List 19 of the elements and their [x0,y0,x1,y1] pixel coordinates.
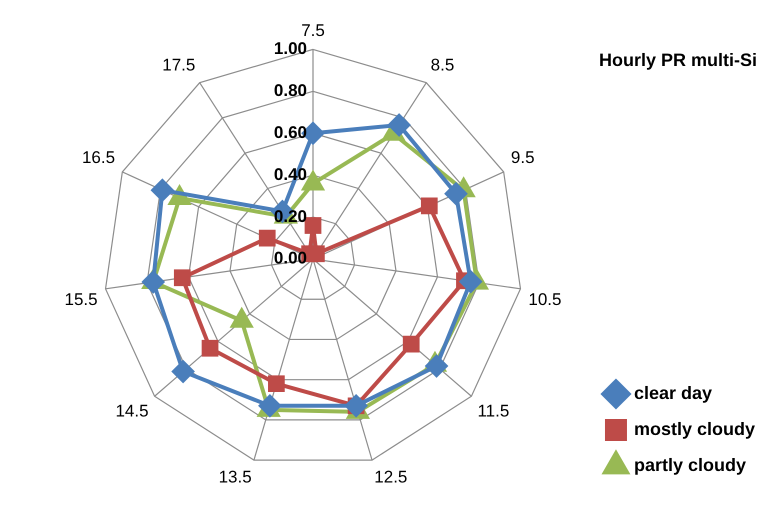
spoke-label: 12.5 [374,468,408,487]
spoke-label: 8.5 [430,55,454,74]
legend-label: mostly cloudy [634,418,756,439]
spoke-label: 17.5 [162,55,196,74]
spoke-label: 9.5 [510,148,535,168]
spoke-label: 15.5 [64,290,98,309]
spoke-label: 13.5 [218,468,252,487]
spoke-label: 11.5 [477,401,510,420]
spoke-label: 14.5 [115,401,149,420]
text: Hourly PR multi-Si [598,50,757,71]
y-tick-label: 0.00 [274,248,307,268]
y-tick-label: 1.00 [274,39,307,58]
legend-label: clear day [634,382,712,403]
y-tick-label: 0.20 [274,206,307,226]
spoke-label: 16.5 [82,148,116,168]
y-tick-label: 0.80 [274,81,307,100]
spoke-label: 7.5 [301,20,325,40]
spoke-label: 10.5 [528,290,562,309]
legend-label: partly cloudy [634,454,746,475]
